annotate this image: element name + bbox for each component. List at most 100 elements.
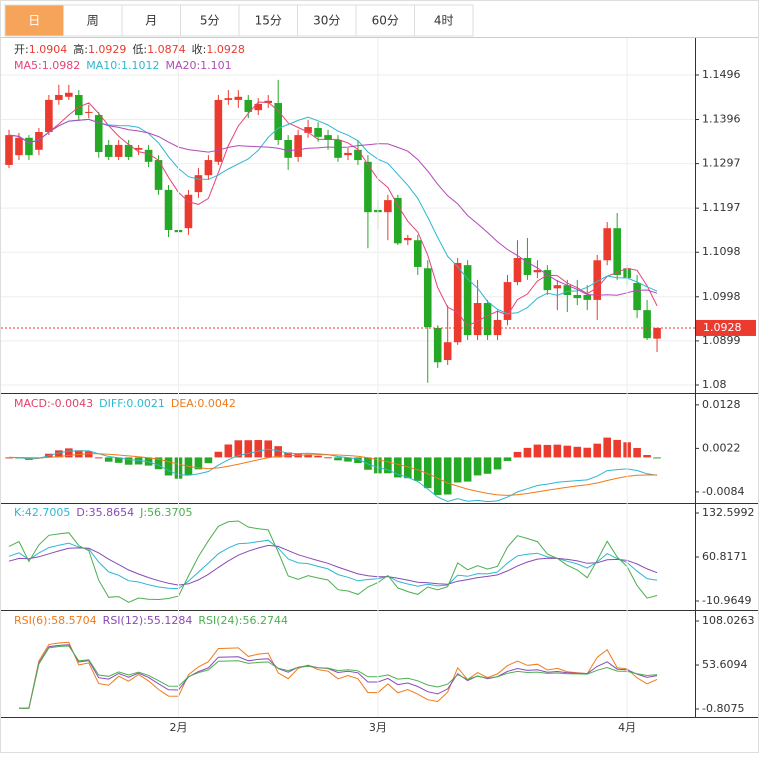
candle-body [5,135,13,165]
macd-bar [154,457,163,470]
tab[interactable] [355,4,415,37]
candle-body [15,137,23,156]
dea-line [8,453,658,496]
candle-body [573,295,582,299]
tab-label[interactable]: 30分 [313,14,340,28]
tab-label[interactable]: 周 [87,14,99,28]
macd-bar [493,457,502,470]
tab-label[interactable]: 日 [28,14,40,28]
macd-bar [274,446,282,458]
candle-body [503,282,512,320]
y-tick-label: 53.6094 [702,658,748,671]
legend-label: MA5: [14,59,42,72]
rsi-line [19,645,658,709]
candle-body [65,92,73,97]
legend-value: 1.0928 [206,43,245,56]
candle-body [473,303,482,336]
candle-body [274,103,282,141]
tab[interactable] [63,4,123,37]
macd-bar [234,440,243,458]
legend: RSI(6):58.5704 RSI(12):55.1284 RSI(24):56.… [14,614,288,627]
legend-label: 开: [14,43,29,56]
macd-bar [224,444,233,458]
candle-body [74,95,83,116]
legend: MA5:1.0982 MA10:1.1012 MA20:1.101 [14,59,232,72]
macd-bar [254,440,263,458]
macd-bar [114,457,123,463]
tab-label[interactable]: 4时 [434,14,454,28]
candle-body [603,228,611,261]
y-tick-label: -10.9649 [702,594,751,607]
macd-bar [513,451,522,458]
candle-body [194,175,203,193]
y-tick-label: 108.0263 [702,614,755,627]
macd-bar [473,457,482,476]
candle-body [443,342,452,361]
candle-body [94,115,103,153]
tab-label[interactable]: 60分 [372,14,399,28]
y-tick-label: 1.0899 [702,334,741,347]
candle-body [384,200,392,213]
legend-label: MACD: [14,397,51,410]
candle-body [25,137,33,156]
macd-bar [583,447,592,458]
candle-body [563,285,572,296]
legend-label: D: [76,506,88,519]
candle-body [653,327,661,339]
macd-bar [164,457,173,476]
y-tick-label: 132.5992 [702,506,755,519]
legend-label: MA20: [165,59,200,72]
tab-label[interactable]: 5分 [200,14,220,28]
macd-bar [314,455,322,458]
y-tick-label: -0.0084 [702,485,744,498]
price-tag-label: 1.0928 [703,321,742,334]
candle-body [483,303,492,336]
macd-bar [65,448,73,458]
macd-bar [603,437,611,458]
y-tick-label: 0.0022 [702,441,741,454]
diff-line [8,448,658,503]
panel-plot [19,641,658,709]
candle-body [513,258,522,283]
candle-body [553,285,562,289]
kdj-line [8,544,658,586]
tab[interactable] [121,4,181,37]
candle-body [104,144,113,157]
tab[interactable] [414,4,474,37]
x-tick-label: 2月 [169,721,187,734]
ma-line [8,118,658,296]
legend-value: 1.0929 [88,43,127,56]
candle-body [533,270,542,273]
kdj-line [8,539,658,590]
y-tick-label: 1.1197 [702,201,741,214]
tab-label[interactable]: 15分 [255,14,282,28]
macd-bar [653,457,661,459]
legend-label: 收: [192,42,207,56]
legend-label: 高: [73,42,88,56]
tab[interactable] [297,4,357,37]
candle-body [633,282,641,311]
legend-value: 0.0042 [197,397,236,410]
candle-body [364,161,372,213]
candle-body [254,103,263,111]
macd-bar [284,452,292,458]
tab[interactable] [238,4,298,37]
candle-body [294,135,302,157]
candle-body [114,144,123,157]
macd-bar [573,446,582,458]
macd-bar [633,447,641,458]
tab[interactable] [4,4,64,37]
legend-value: -0.0043 [51,397,93,410]
ma-line [8,101,658,327]
tab-label[interactable]: 月 [145,14,157,28]
legend-label: J: [139,506,147,519]
candle-body [234,96,243,100]
macd-bar [563,445,572,458]
candle-body [214,99,223,162]
y-tick-label: 1.1496 [702,68,741,81]
y-tick-label: -0.8075 [702,702,744,715]
candle-body [244,99,253,112]
y-tick-label: 1.08 [702,378,727,391]
candle-body [204,160,213,176]
